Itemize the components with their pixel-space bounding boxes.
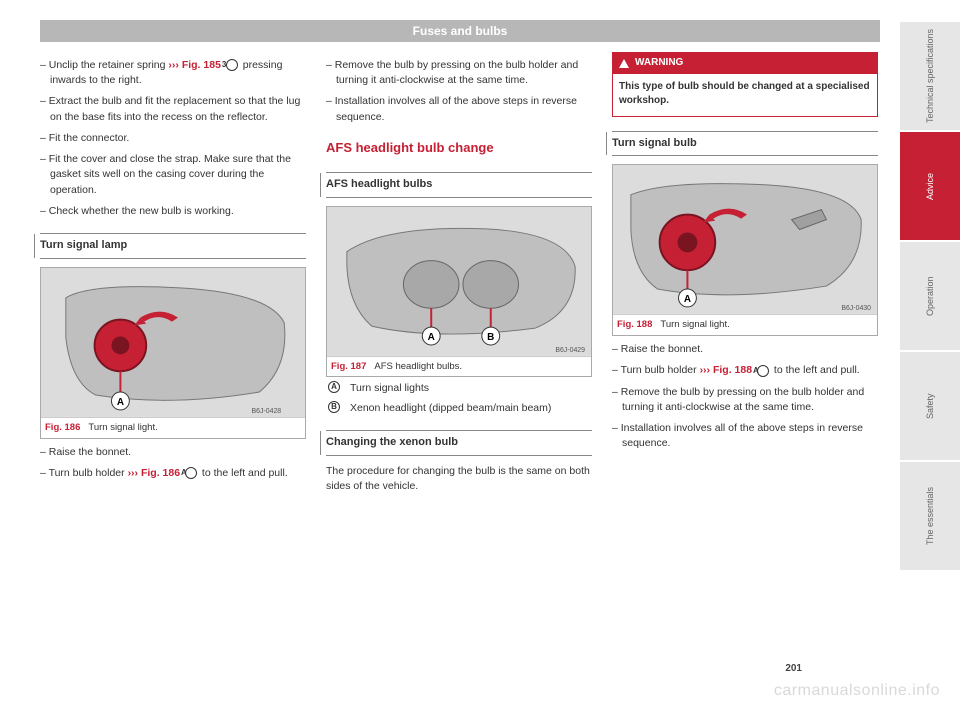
figure-caption: Fig. 188 Turn signal light. xyxy=(613,314,877,335)
warning-box: WARNING This type of bulb should be chan… xyxy=(612,52,878,117)
step-text: – Installation involves all of the above… xyxy=(612,421,878,451)
figure-186: A B6J-0428 Fig. 186 Turn signal light. xyxy=(40,267,306,439)
column-2: – Remove the bulb by pressing on the bul… xyxy=(326,52,592,500)
figure-caption: Fig. 186 Turn signal light. xyxy=(41,417,305,438)
step-text: – Raise the bonnet. xyxy=(612,342,878,357)
subsection-title: Changing the xenon bulb xyxy=(326,430,592,456)
tab-essentials[interactable]: The essentials xyxy=(900,460,960,570)
headlight-illustration: A B6J-0428 xyxy=(41,268,305,417)
svg-text:A: A xyxy=(428,332,435,343)
step-text: – Fit the cover and close the strap. Mak… xyxy=(40,152,306,198)
tab-advice[interactable]: Advice xyxy=(900,130,960,240)
svg-text:A: A xyxy=(117,397,124,408)
content-columns: – Unclip the retainer spring ››› Fig. 18… xyxy=(40,52,880,500)
legend-item: B Xenon headlight (dipped beam/main beam… xyxy=(326,401,592,416)
tab-safety[interactable]: Safety xyxy=(900,350,960,460)
step-text: – Remove the bulb by pressing on the bul… xyxy=(612,385,878,415)
step-text: – Extract the bulb and fit the replaceme… xyxy=(40,94,306,124)
section-header: Fuses and bulbs xyxy=(40,20,880,42)
svg-text:B6J-0429: B6J-0429 xyxy=(555,347,585,354)
warning-triangle-icon xyxy=(619,59,629,68)
body-text: The procedure for changing the bulb is t… xyxy=(326,464,592,494)
subsection-title: Turn signal lamp xyxy=(40,233,306,259)
watermark: carmanualsonline.info xyxy=(774,682,940,700)
page-number: 201 xyxy=(785,663,802,674)
figure-caption: Fig. 187 AFS headlight bulbs. xyxy=(327,356,591,377)
column-1: – Unclip the retainer spring ››› Fig. 18… xyxy=(40,52,306,500)
step-text: – Remove the bulb by pressing on the bul… xyxy=(326,58,592,88)
svg-text:B6J-0430: B6J-0430 xyxy=(841,305,871,312)
step-text: – Raise the bonnet. xyxy=(40,445,306,460)
side-tabs: Technical specifications Advice Operatio… xyxy=(900,20,960,570)
step-text: – Turn bulb holder ››› Fig. 188 A to the… xyxy=(612,363,878,378)
figure-188: A B6J-0430 Fig. 188 Turn signal light. xyxy=(612,164,878,336)
tab-tech-spec[interactable]: Technical specifications xyxy=(900,20,960,130)
step-text: – Check whether the new bulb is working. xyxy=(40,204,306,219)
manual-page: Fuses and bulbs – Unclip the retainer sp… xyxy=(0,0,880,680)
headlight-illustration: A B6J-0430 xyxy=(613,165,877,314)
step-text: – Unclip the retainer spring ››› Fig. 18… xyxy=(40,58,306,88)
tab-operation[interactable]: Operation xyxy=(900,240,960,350)
legend-item: A Turn signal lights xyxy=(326,381,592,396)
step-text: – Fit the connector. xyxy=(40,131,306,146)
warning-header: WARNING xyxy=(613,53,877,74)
column-3: WARNING This type of bulb should be chan… xyxy=(612,52,878,500)
svg-text:B: B xyxy=(487,332,494,343)
svg-text:A: A xyxy=(684,294,691,305)
step-text: – Installation involves all of the above… xyxy=(326,94,592,124)
warning-body: This type of bulb should be changed at a… xyxy=(613,74,877,116)
figure-187: A B B6J-0429 Fig. 187 AFS headlight bulb… xyxy=(326,206,592,378)
svg-text:B6J-0428: B6J-0428 xyxy=(251,408,281,415)
step-text: – Turn bulb holder ››› Fig. 186 A to the… xyxy=(40,466,306,481)
subsection-title: AFS headlight bulbs xyxy=(326,172,592,198)
subsection-title: Turn signal bulb xyxy=(612,131,878,157)
main-heading: AFS headlight bulb change xyxy=(326,139,592,158)
headlight-illustration: A B B6J-0429 xyxy=(327,207,591,356)
